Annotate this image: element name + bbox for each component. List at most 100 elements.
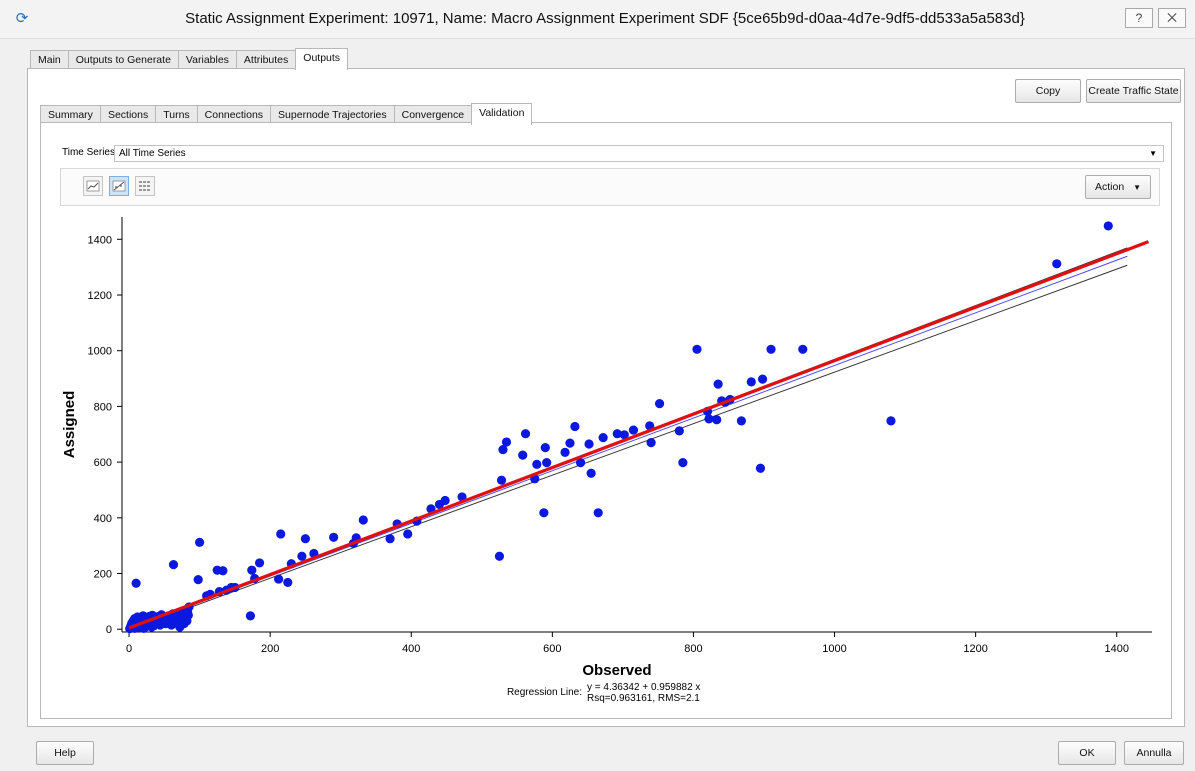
data-point: [1052, 259, 1062, 269]
data-point: [254, 558, 265, 568]
ok-button[interactable]: OK: [1058, 741, 1116, 765]
data-point: [245, 611, 255, 621]
data-point: [704, 414, 714, 424]
data-point: [612, 429, 622, 439]
data-point: [193, 575, 203, 585]
data-point: [274, 574, 284, 584]
data-point: [283, 577, 293, 588]
data-point: [575, 458, 586, 468]
x-tick-label: 600: [543, 643, 561, 655]
data-point: [766, 344, 776, 354]
data-point: [654, 399, 665, 409]
data-point: [300, 534, 311, 544]
tab-variables[interactable]: Variables: [177, 50, 237, 69]
tab-attributes[interactable]: Attributes: [235, 50, 297, 69]
data-point: [798, 344, 808, 354]
y-tick-label: 0: [106, 624, 112, 636]
data-point: [297, 551, 307, 561]
y-tick-label: 200: [94, 569, 112, 581]
x-tick-label: 400: [402, 643, 420, 655]
data-point: [540, 443, 550, 453]
data-point: [1103, 221, 1113, 231]
data-point: [713, 379, 723, 389]
output-tab-bar: Summary Sections Turns Connections Super…: [40, 103, 533, 125]
data-point: [131, 578, 141, 588]
validation-scatter-chart: 0 200 400 600 800 1000 1200 1400 0 200 400 600 800 10…: [61, 217, 1152, 704]
table-grid-icon[interactable]: [135, 176, 155, 196]
data-point: [501, 437, 512, 447]
data-point: [168, 559, 179, 570]
y-tick-label: 600: [94, 457, 112, 469]
action-label: Action: [1094, 181, 1125, 193]
tab-outputs[interactable]: Outputs: [295, 48, 349, 70]
validation-panel: [40, 122, 1172, 719]
data-point: [498, 444, 508, 455]
data-point: [440, 495, 450, 506]
tab-outputs-to-generate[interactable]: Outputs to Generate: [67, 50, 179, 69]
data-point: [403, 529, 413, 539]
dropdown-arrow-icon: ▼: [1149, 149, 1157, 158]
tab-main[interactable]: Main: [30, 50, 69, 69]
data-point: [496, 475, 507, 485]
x-tick-label: 800: [684, 643, 702, 655]
x-tick-label: 0: [126, 643, 132, 655]
tab-validation[interactable]: Validation: [471, 103, 533, 125]
data-point: [542, 458, 552, 468]
y-tick-label: 400: [94, 513, 112, 525]
data-point: [712, 415, 722, 425]
data-point: [385, 534, 395, 544]
tab-summary[interactable]: Summary: [40, 105, 101, 124]
data-point: [598, 432, 608, 443]
data-point: [565, 438, 575, 448]
tab-connections[interactable]: Connections: [196, 105, 272, 124]
data-point: [593, 508, 603, 518]
x-tick-label: 200: [261, 643, 279, 655]
lower-bound-line: [128, 264, 1128, 631]
app-refresh-icon: ⟳: [15, 10, 29, 27]
data-point: [646, 438, 656, 448]
cancel-button[interactable]: Annulla: [1124, 741, 1184, 765]
time-series-label: Time Series:: [62, 147, 118, 158]
x-tick-label: 1400: [1104, 643, 1128, 655]
x-tick-label: 1200: [963, 643, 987, 655]
close-icon[interactable]: ⨉: [1158, 8, 1186, 28]
data-point: [736, 416, 747, 426]
tab-supernode-trajectories[interactable]: Supernode Trajectories: [270, 105, 395, 124]
regression-equation: y = 4.36342 + 0.959882 x: [587, 682, 700, 693]
data-point: [520, 429, 531, 439]
regression-chart-icon[interactable]: [109, 176, 129, 196]
data-point: [584, 439, 594, 449]
regression-annotation-label: Regression Line:: [507, 687, 582, 698]
data-point: [358, 515, 368, 525]
data-point: [560, 447, 570, 457]
y-tick-label: 800: [94, 401, 112, 413]
data-point: [692, 344, 702, 354]
help-button[interactable]: Help: [36, 741, 94, 765]
tab-convergence[interactable]: Convergence: [393, 105, 473, 124]
data-point: [247, 565, 257, 575]
x-axis-label: Observed: [582, 662, 651, 679]
help-icon[interactable]: ?: [1125, 8, 1153, 28]
data-point: [518, 450, 528, 460]
tab-turns[interactable]: Turns: [155, 105, 198, 124]
data-point: [619, 430, 629, 440]
data-point: [886, 416, 896, 426]
data-point: [276, 529, 286, 539]
data-point: [746, 377, 756, 387]
y-tick-label: 1200: [88, 290, 112, 302]
create-traffic-state-button[interactable]: Create Traffic State: [1086, 79, 1181, 103]
y-tick-label: 1400: [88, 234, 112, 246]
data-point: [674, 426, 684, 436]
copy-button[interactable]: Copy: [1015, 79, 1081, 103]
data-point: [539, 508, 549, 518]
data-point: [678, 458, 688, 468]
time-series-select[interactable]: All Time Series ▼: [114, 145, 1164, 162]
data-point: [218, 566, 228, 576]
data-point: [457, 492, 467, 502]
data-point: [195, 537, 205, 547]
tab-sections[interactable]: Sections: [99, 105, 157, 124]
data-point: [570, 421, 580, 432]
x-tick-label: 1000: [822, 643, 846, 655]
line-chart-icon[interactable]: [83, 176, 103, 196]
action-button[interactable]: Action ▼: [1085, 175, 1151, 199]
